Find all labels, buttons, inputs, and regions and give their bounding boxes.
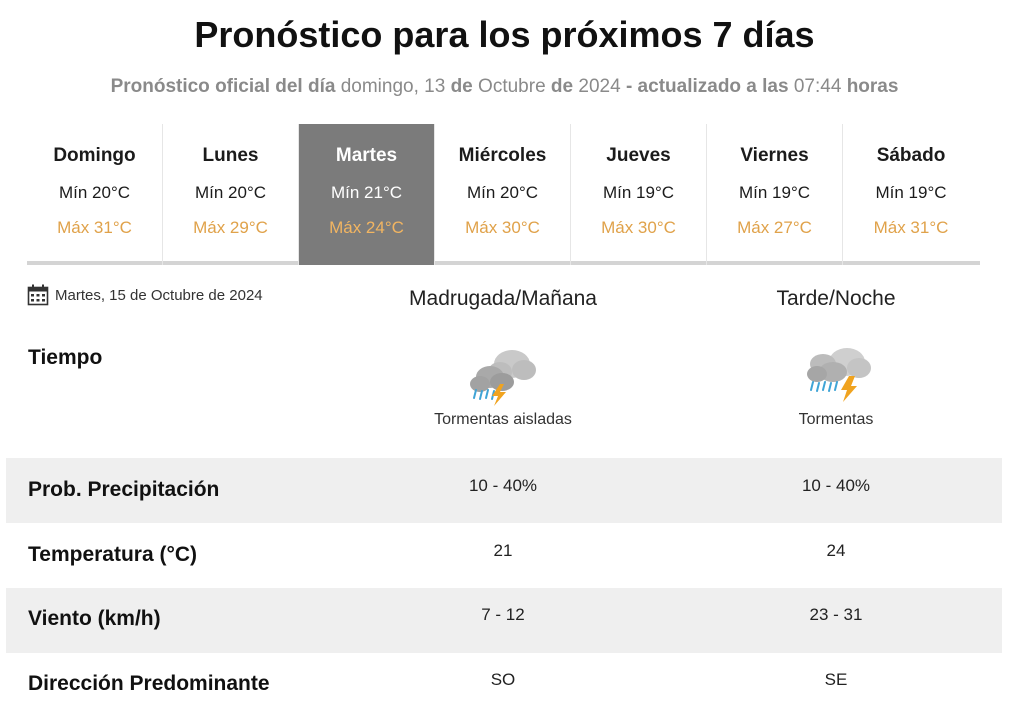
day-max-temp: Máx 31°C	[57, 218, 132, 237]
subtitle-prefix: Pronóstico oficial del día	[110, 76, 336, 97]
table-row-precipitation: Prob. Precipitación 10 - 40% 10 - 40%	[6, 458, 1002, 523]
weather-desc-evening: Tormentas	[798, 411, 874, 428]
table-row-wind: Viento (km/h) 7 - 12 23 - 31	[6, 588, 1002, 653]
day-name: Miércoles	[458, 145, 547, 166]
row-value-morning: 10 - 40%	[468, 476, 538, 495]
day-tab-miercoles[interactable]: Miércoles Mín 20°C Máx 30°C	[435, 124, 571, 265]
day-max-temp: Máx 30°C	[601, 218, 676, 237]
table-row-temperature: Temperatura (°C) 21 24	[6, 523, 1002, 588]
day-min-temp: Mín 21°C	[330, 183, 403, 202]
day-tab-martes[interactable]: Martes Mín 21°C Máx 24°C	[299, 124, 435, 265]
day-min-temp: Mín 19°C	[602, 183, 675, 202]
cloud-rain-lightning-icon	[470, 350, 536, 406]
row-label: Dirección Predominante	[28, 672, 270, 695]
subtitle-month: Octubre	[478, 76, 546, 97]
row-value-morning: 7 - 12	[481, 605, 525, 624]
weather-desc-morning: Tormentas aisladas	[434, 411, 572, 428]
day-min-temp: Mín 19°C	[738, 183, 811, 202]
row-value-evening: SE	[824, 670, 848, 689]
subtitle-updated: - actualizado a las	[625, 76, 789, 97]
day-name: Sábado	[876, 145, 946, 166]
row-value-evening: 10 - 40%	[801, 476, 871, 495]
column-title-evening: Tarde/Noche	[776, 287, 896, 310]
selected-date-text: Martes, 15 de Octubre de 2024	[55, 286, 263, 304]
subtitle-de-2: de	[550, 76, 574, 97]
day-tab-jueves[interactable]: Jueves Mín 19°C Máx 30°C	[571, 124, 707, 265]
row-label: Temperatura (°C)	[28, 543, 198, 566]
forecast-subtitle: Pronóstico oficial del día domingo, 13 d…	[0, 76, 1009, 98]
cloud-rain-lightning-icon	[807, 348, 871, 402]
day-name: Viernes	[740, 145, 809, 166]
day-tab-sabado[interactable]: Sábado Mín 19°C Máx 31°C	[843, 124, 979, 265]
weather-label: Tiempo	[28, 346, 103, 369]
row-value-morning: SO	[490, 670, 516, 689]
day-max-temp: Máx 27°C	[737, 218, 812, 237]
day-tab-domingo[interactable]: Domingo Mín 20°C Máx 31°C	[27, 124, 163, 265]
day-tab-viernes[interactable]: Viernes Mín 19°C Máx 27°C	[707, 124, 843, 265]
row-label: Prob. Precipitación	[28, 478, 220, 501]
selected-date: Martes, 15 de Octubre de 2024	[27, 284, 263, 306]
subtitle-year: 2024	[578, 76, 621, 97]
day-min-temp: Mín 20°C	[466, 183, 539, 202]
day-min-temp: Mín 20°C	[194, 183, 267, 202]
day-max-temp: Máx 30°C	[465, 218, 540, 237]
row-label: Viento (km/h)	[28, 607, 161, 630]
day-max-temp: Máx 31°C	[873, 218, 949, 237]
day-max-temp: Máx 24°C	[329, 218, 404, 237]
row-value-evening: 24	[826, 541, 846, 560]
day-name: Jueves	[606, 145, 671, 166]
subtitle-de-1: de	[450, 76, 473, 97]
calendar-icon	[27, 284, 49, 306]
row-value-morning: 21	[493, 541, 513, 560]
day-tabs: Domingo Mín 20°C Máx 31°C Lunes Mín 20°C…	[27, 124, 980, 265]
day-min-temp: Mín 19°C	[875, 183, 947, 202]
subtitle-hours: horas	[846, 76, 899, 97]
day-max-temp: Máx 29°C	[193, 218, 268, 237]
column-title-morning: Madrugada/Mañana	[409, 287, 597, 310]
subtitle-time: 07:44	[793, 76, 842, 97]
day-name: Martes	[335, 145, 398, 166]
day-min-temp: Mín 20°C	[58, 183, 131, 202]
day-tab-lunes[interactable]: Lunes Mín 20°C Máx 29°C	[163, 124, 299, 265]
page-title: Pronóstico para los próximos 7 días	[194, 14, 815, 55]
subtitle-weekday: domingo, 13	[340, 76, 446, 97]
table-row-direction: Dirección Predominante SO SE	[6, 653, 1002, 713]
row-value-evening: 23 - 31	[809, 605, 863, 624]
day-name: Domingo	[53, 145, 136, 166]
day-name: Lunes	[202, 145, 259, 166]
